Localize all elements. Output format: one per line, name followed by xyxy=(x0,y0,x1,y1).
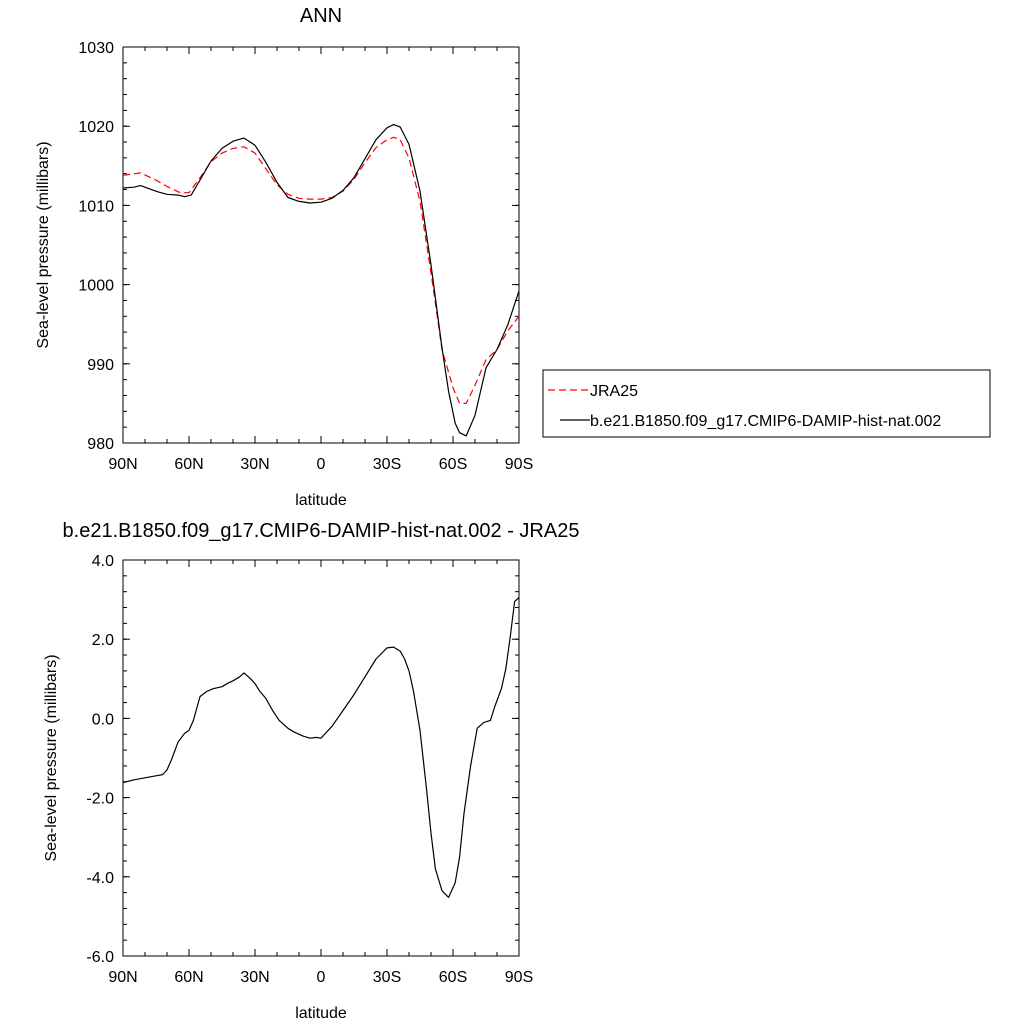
x-tick-label: 60N xyxy=(174,969,203,986)
x-tick-label: 30S xyxy=(373,456,401,473)
series-group xyxy=(122,597,520,899)
legend-label-model: b.e21.B1850.f09_g17.CMIP6-DAMIP-hist-nat… xyxy=(590,413,941,430)
difference-panel: b.e21.B1850.f09_g17.CMIP6-DAMIP-hist-nat… xyxy=(43,520,579,1022)
y-tick-label: 990 xyxy=(87,357,114,374)
x-tick-label: 60S xyxy=(439,456,467,473)
y-tick-label: 980 xyxy=(87,436,114,453)
x-tick-label: 30N xyxy=(240,969,269,986)
y-tick-label: 1020 xyxy=(78,119,114,136)
x-tick-label: 60N xyxy=(174,456,203,473)
x-tick-label: 30S xyxy=(373,969,401,986)
x-tick-label: 60S xyxy=(439,969,467,986)
y-tick-label: -6.0 xyxy=(86,949,114,966)
x-tick-label: 90N xyxy=(108,969,137,986)
x-tick-label: 90S xyxy=(505,969,533,986)
chart-title: b.e21.B1850.f09_g17.CMIP6-DAMIP-hist-nat… xyxy=(63,520,580,542)
x-tick-labels: 90N 60N 30N 0 30S 60S 90S xyxy=(108,456,533,473)
x-tick-label: 0 xyxy=(317,456,326,473)
legend-box xyxy=(542,369,991,438)
x-axis-label: latitude xyxy=(295,1005,347,1022)
y-tick-label: -4.0 xyxy=(86,870,114,887)
series-line-0 xyxy=(122,136,520,404)
y-tick-label: 1010 xyxy=(78,198,114,215)
y-tick-label: -2.0 xyxy=(86,791,114,808)
legend: JRA25 b.e21.B1850.f09_g17.CMIP6-DAMIP-hi… xyxy=(542,369,991,438)
series-group xyxy=(122,123,520,437)
chart-title: ANN xyxy=(300,5,342,27)
y-axis-label: Sea-level pressure (millibars) xyxy=(43,654,60,861)
x-tick-label: 30N xyxy=(240,456,269,473)
y-tick-label: 1030 xyxy=(78,40,114,57)
y-tick-labels: -6.0 -4.0 -2.0 0.0 2.0 4.0 xyxy=(86,553,114,966)
x-tick-label: 90S xyxy=(505,456,533,473)
y-tick-label: 2.0 xyxy=(92,632,114,649)
series-line-0 xyxy=(122,597,520,899)
x-tick-labels: 90N 60N 30N 0 30S 60S 90S xyxy=(108,969,533,986)
y-tick-label: 1000 xyxy=(78,278,114,295)
legend-label-jra25: JRA25 xyxy=(590,383,638,400)
y-tick-labels: 980 990 1000 1010 1020 1030 xyxy=(78,40,114,453)
plot-frame xyxy=(122,559,520,957)
series-line-1 xyxy=(122,123,520,437)
y-tick-label: 0.0 xyxy=(92,711,114,728)
x-tick-label: 0 xyxy=(317,969,326,986)
mean-slp-panel: ANN 980 990 1000 1010 1020 1030 90N 60N 30N 0 30S… xyxy=(35,5,533,509)
x-axis-label: latitude xyxy=(295,492,347,509)
plot-frame xyxy=(122,46,520,444)
y-tick-label: 4.0 xyxy=(92,553,114,570)
y-axis-label: Sea-level pressure (millibars) xyxy=(35,141,52,348)
axis-ticks xyxy=(122,46,520,444)
x-tick-label: 90N xyxy=(108,456,137,473)
axis-ticks xyxy=(122,559,520,957)
